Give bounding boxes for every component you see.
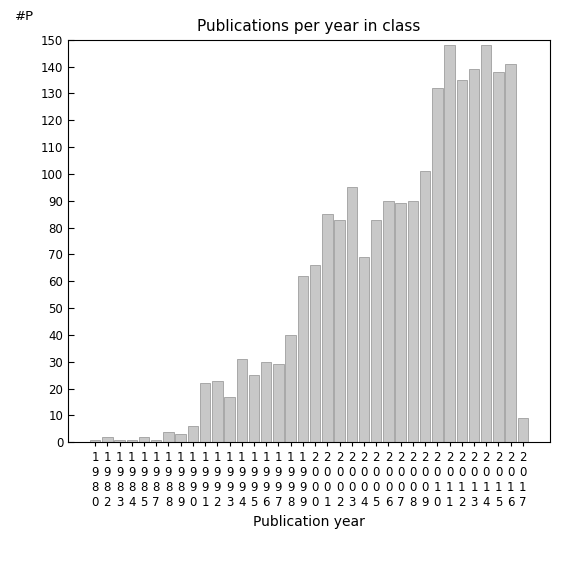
Bar (286, 335, 296, 442)
Title: Publications per year in class: Publications per year in class (197, 19, 421, 35)
Bar (151, 439, 162, 442)
Bar (335, 219, 345, 442)
Bar (456, 80, 467, 442)
Text: #P: #P (15, 10, 35, 23)
Bar (200, 383, 210, 442)
Bar (249, 375, 259, 442)
Bar (469, 69, 479, 442)
Bar (90, 439, 100, 442)
Bar (163, 431, 174, 442)
Bar (188, 426, 198, 442)
Bar (212, 380, 223, 442)
Bar (176, 434, 186, 442)
Bar (371, 219, 382, 442)
Bar (139, 437, 149, 442)
Bar (273, 365, 284, 442)
Bar (408, 201, 418, 442)
Bar (432, 88, 442, 442)
Bar (115, 439, 125, 442)
Bar (298, 276, 308, 442)
Bar (261, 362, 272, 442)
Bar (518, 418, 528, 442)
Bar (359, 257, 369, 442)
Bar (126, 439, 137, 442)
Bar (346, 187, 357, 442)
Bar (102, 437, 113, 442)
Bar (310, 265, 320, 442)
X-axis label: Publication year: Publication year (253, 515, 365, 529)
Bar (236, 359, 247, 442)
Bar (225, 397, 235, 442)
Bar (481, 45, 492, 442)
Bar (493, 72, 503, 442)
Bar (420, 171, 430, 442)
Bar (395, 204, 406, 442)
Bar (445, 45, 455, 442)
Bar (505, 64, 516, 442)
Bar (383, 201, 393, 442)
Bar (322, 214, 332, 442)
